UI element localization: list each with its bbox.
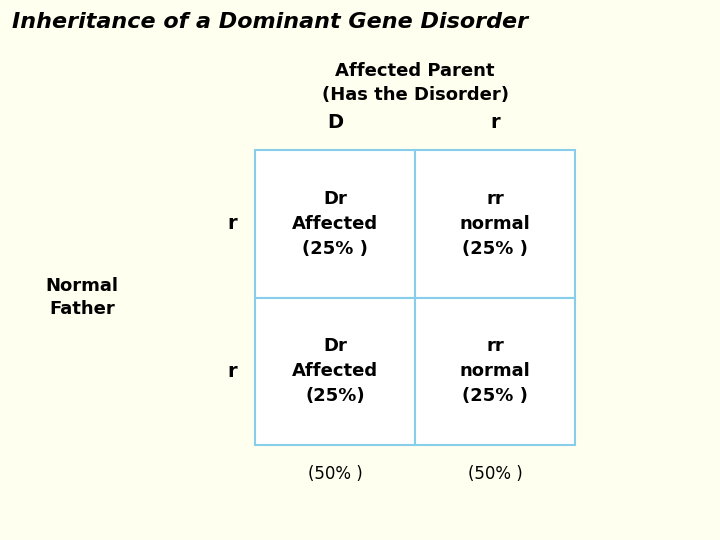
Bar — [255, 150, 415, 298]
Text: rr
normal
(25% ): rr normal (25% ) — [459, 190, 531, 258]
Text: (50% ): (50% ) — [307, 465, 362, 483]
Text: r: r — [228, 362, 237, 381]
Text: r: r — [490, 113, 500, 132]
Text: (50% ): (50% ) — [467, 465, 523, 483]
Text: Affected Parent
(Has the Disorder): Affected Parent (Has the Disorder) — [322, 63, 508, 104]
Text: Dr
Affected
(25% ): Dr Affected (25% ) — [292, 190, 378, 258]
Text: Dr
Affected
(25%): Dr Affected (25%) — [292, 338, 378, 405]
Text: r: r — [228, 214, 237, 233]
Bar — [415, 298, 575, 445]
Text: Normal
Father: Normal Father — [45, 276, 119, 318]
Bar — [255, 298, 415, 445]
Text: D: D — [327, 113, 343, 132]
Text: Inheritance of a Dominant Gene Disorder: Inheritance of a Dominant Gene Disorder — [12, 12, 528, 32]
Bar — [415, 150, 575, 298]
Text: rr
normal
(25% ): rr normal (25% ) — [459, 338, 531, 405]
